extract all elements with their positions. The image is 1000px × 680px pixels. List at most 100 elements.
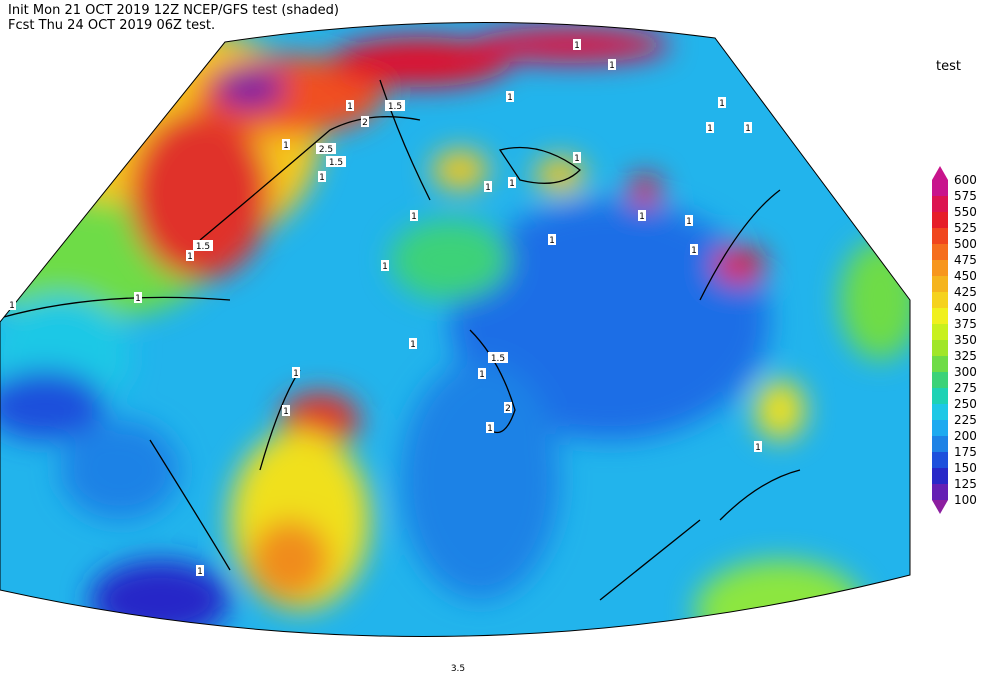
map-border: [0, 21, 911, 637]
colorbar-label: 400: [954, 301, 977, 315]
contour-label: 1.5: [388, 102, 402, 112]
contour-line: [719, 469, 801, 521]
header-line: Fcst Thu 24 OCT 2019 06Z test.: [8, 18, 215, 33]
contour-label-box: [754, 441, 762, 452]
contour-label-box: [361, 116, 369, 127]
contour-label-box: [134, 292, 142, 303]
legend-title: test: [936, 59, 961, 74]
contour-label: 2: [505, 404, 511, 414]
contour-label: 1: [187, 252, 193, 262]
contour-label-box: [193, 240, 213, 251]
colorbar-label: 125: [954, 477, 977, 491]
colorbar-label: 175: [954, 445, 977, 459]
contour-label: 1: [574, 154, 580, 164]
contour-label: 1: [410, 340, 416, 350]
contour-line: [599, 519, 701, 601]
contour-label: 1.5: [196, 242, 210, 252]
contour-label: 3.5: [451, 664, 465, 674]
contour-label: 1.5: [491, 354, 505, 364]
colorbar-label: 275: [954, 381, 977, 395]
contour-label-box: [685, 215, 693, 226]
contour-label: 1: [507, 93, 513, 103]
field-patch: [250, 520, 330, 600]
colorbar-arrow: [932, 500, 948, 514]
contour-label-box: [744, 122, 752, 133]
contour-label: 1: [509, 179, 515, 189]
contour-label-box: [548, 234, 556, 245]
colorbar-box: [932, 436, 948, 452]
colorbar-box: [932, 212, 948, 228]
contour-label: 1: [745, 124, 751, 134]
contour-label: 1: [639, 212, 645, 222]
field-patch: [714, 247, 766, 283]
field-patch: [629, 174, 661, 206]
colorbar-label: 250: [954, 397, 977, 411]
contour-label: 1: [719, 99, 725, 109]
colorbar-label: 375: [954, 317, 977, 331]
colorbar-box: [932, 228, 948, 244]
contour-label-box: [316, 143, 336, 154]
contour-label-box: [506, 91, 514, 102]
contour-label: 1: [347, 102, 353, 112]
field-patch: [330, 37, 510, 87]
contour-label: 1: [382, 262, 388, 272]
colorbar-box: [932, 372, 948, 388]
colorbar-box: [932, 276, 948, 292]
contour-line: [0, 296, 231, 319]
contour-label: 1: [283, 407, 289, 417]
contour-line: [199, 116, 421, 241]
contour-label-box: [484, 181, 492, 192]
contour-label-box: [292, 367, 300, 378]
field-patch: [400, 360, 560, 600]
contour-label-box: [718, 97, 726, 108]
contour-label: 1: [707, 124, 713, 134]
colorbar-label: 150: [954, 461, 977, 475]
field-patch: [90, 560, 230, 637]
field-patch: [130, 110, 270, 280]
colorbar-box: [932, 356, 948, 372]
colorbar-box: [932, 244, 948, 260]
colorbar-label: 300: [954, 365, 977, 379]
contour-label-box: [638, 210, 646, 221]
field-patch: [695, 560, 865, 637]
contour-label-box: [326, 156, 346, 167]
contour-label: 1: [283, 141, 289, 151]
field-patch: [0, 370, 105, 440]
contour-line: [379, 79, 431, 201]
contour-label-box: [385, 100, 405, 111]
contour-label: 1: [487, 424, 493, 434]
contour-line: [469, 329, 516, 434]
contour-label-box: [381, 260, 389, 271]
contour-label: 1: [135, 294, 141, 304]
contour-label-box: [706, 122, 714, 133]
contour-label: 1: [197, 567, 203, 577]
header-line: Init Mon 21 OCT 2019 12Z NCEP/GFS test (…: [8, 3, 339, 18]
field-patch: [840, 240, 910, 360]
colorbar-box: [932, 468, 948, 484]
colorbar-box: [932, 420, 948, 436]
contour-label: 1: [293, 369, 299, 379]
colorbar-box: [932, 452, 948, 468]
contour-label: 1: [691, 246, 697, 256]
contour-label: 1: [574, 41, 580, 51]
colorbar-label: 200: [954, 429, 977, 443]
contour-label: 1.5: [329, 158, 343, 168]
colorbar-box: [932, 388, 948, 404]
contour-label-box: [504, 402, 512, 413]
colorbar-label: 100: [954, 493, 977, 507]
contour-label-box: [346, 100, 354, 111]
field-patch: [450, 200, 770, 440]
contour-label: 1: [411, 212, 417, 222]
contour-label-box: [409, 338, 417, 349]
colorbar-label: 350: [954, 333, 977, 347]
contour-line: [498, 146, 581, 184]
colorbar-box: [932, 260, 948, 276]
field-patch: [60, 420, 180, 520]
contour-line: [699, 189, 781, 301]
contour-label: 1: [755, 443, 761, 453]
field-patch: [535, 157, 585, 193]
colorbar-box: [932, 196, 948, 212]
colorbar-label: 575: [954, 189, 977, 203]
colorbar-box: [932, 340, 948, 356]
contour-label-box: [508, 177, 516, 188]
